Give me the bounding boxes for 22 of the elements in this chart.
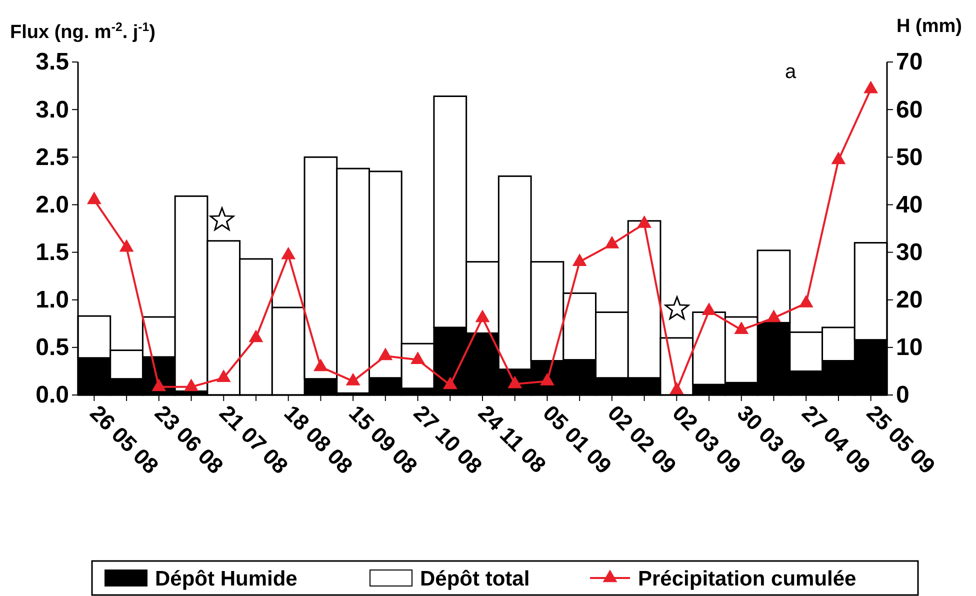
y2-tick-label: 70	[896, 48, 923, 76]
legend-label: Dépôt Humide	[155, 567, 298, 590]
y2-tick-label: 0	[896, 382, 910, 409]
legend-label: Précipitation cumulée	[638, 567, 856, 590]
annotation: a	[785, 61, 797, 83]
y-tick-label: 2.5	[36, 144, 69, 171]
y2-axis-title: H (mm)	[896, 16, 962, 37]
y-tick-label: 3.0	[36, 96, 69, 124]
y-tick-label: 0.5	[36, 334, 69, 362]
y-axis-title: Flux (ng. m$^{-2}$. j$^{-1}$)	[10, 20, 156, 43]
y2-tick-label: 10	[896, 334, 923, 362]
y2-tick-label: 20	[896, 286, 923, 314]
y-tick-label: 1.0	[36, 286, 69, 314]
y2-tick-label: 40	[896, 191, 923, 218]
y2-tick-label: 30	[896, 238, 923, 266]
y-tick-label: 2.0	[36, 191, 69, 218]
y-tick-label: 1.5	[36, 238, 69, 266]
y-tick-label: 3.5	[36, 48, 69, 76]
legend-label: Dépôt total	[420, 567, 530, 590]
y-tick-label: 0.0	[36, 382, 69, 409]
y2-tick-label: 60	[896, 96, 923, 124]
y2-tick-label: 50	[896, 144, 923, 171]
